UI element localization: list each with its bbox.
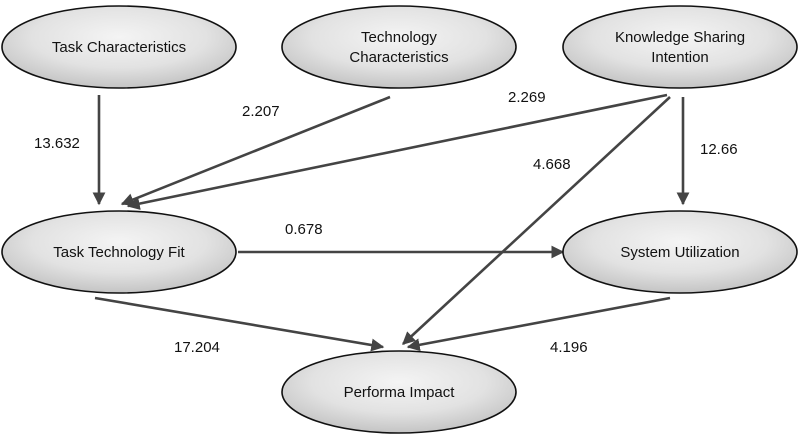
node-ellipse xyxy=(1,210,237,294)
node-label: Task Technology Fit xyxy=(53,244,185,261)
edge-knowledge-sharing-intention-to-performa-impact xyxy=(402,96,671,345)
node-technology-characteristics: Technology Characteristics xyxy=(281,5,517,89)
edge-knowledge-sharing-intention-to-task-technology-fit xyxy=(126,93,668,211)
node-label: Task Characteristics xyxy=(52,39,186,56)
node-system-utilization: System Utilization xyxy=(562,210,798,294)
node-task-characteristics: Task Characteristics xyxy=(1,5,237,89)
node-label: Intention xyxy=(651,49,709,66)
edge-label: 0.678 xyxy=(285,221,323,238)
edge-label: 17.204 xyxy=(174,339,220,356)
node-ellipse xyxy=(562,5,798,89)
node-label: Performa Impact xyxy=(344,384,456,401)
node-label: Knowledge Sharing xyxy=(615,29,745,46)
edge-label: 2.269 xyxy=(508,89,546,106)
edge-technology-characteristics-to-task-technology-fit xyxy=(120,95,391,206)
edge-label: 12.66 xyxy=(700,141,738,158)
edge-label: 4.196 xyxy=(550,339,588,356)
edge-labels-layer: 13.632 2.207 2.269 4.668 12.66 0.678 17.204 4.1… xyxy=(34,89,738,356)
node-label: Technology xyxy=(361,29,437,46)
node-performa-impact: Performa Impact xyxy=(281,350,517,434)
node-ellipse xyxy=(281,350,517,434)
edge-task-technology-fit-to-performa-impact xyxy=(94,296,385,352)
node-label: System Utilization xyxy=(620,244,739,261)
node-ellipse xyxy=(1,5,237,89)
edges-layer xyxy=(92,93,690,352)
node-task-technology-fit: Task Technology Fit xyxy=(1,210,237,294)
edge-system-utilization-to-performa-impact xyxy=(406,296,671,352)
edge-label: 2.207 xyxy=(242,103,280,120)
node-knowledge-sharing-intention: Knowledge Sharing Intention xyxy=(562,5,798,89)
edge-label: 4.668 xyxy=(533,156,571,173)
edge-label: 13.632 xyxy=(34,135,80,152)
node-label: Characteristics xyxy=(349,49,448,66)
node-ellipse xyxy=(562,210,798,294)
nodes-layer: Task Characteristics Technology Characteri… xyxy=(1,5,798,434)
node-ellipse xyxy=(281,5,517,89)
